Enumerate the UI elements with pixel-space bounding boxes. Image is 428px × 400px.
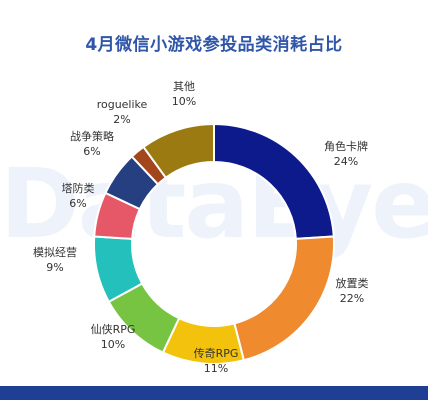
slice-value-8: 10%	[172, 95, 196, 108]
slice-label-7: roguelike	[97, 98, 148, 111]
slice-value-0: 24%	[334, 155, 358, 168]
slice-value-5: 6%	[69, 197, 86, 210]
slice-0	[213, 122, 335, 240]
slice-value-1: 22%	[340, 292, 364, 305]
slice-label-5: 塔防类	[62, 181, 95, 195]
slice-1	[233, 235, 335, 362]
slice-value-2: 11%	[204, 362, 228, 375]
slice-value-7: 2%	[113, 113, 130, 126]
slice-label-6: 战争策略	[70, 129, 114, 143]
slice-8	[142, 122, 215, 180]
footer-bar	[0, 386, 428, 400]
slice-value-6: 6%	[83, 145, 100, 158]
slice-label-4: 模拟经营	[33, 245, 77, 259]
slice-label-0: 角色卡牌	[324, 139, 368, 153]
slice-label-3: 仙侠RPG	[91, 323, 136, 336]
slice-label-8: 其他	[173, 80, 195, 93]
slice-value-4: 9%	[46, 261, 63, 274]
slice-value-3: 10%	[101, 338, 125, 351]
slice-label-2: 传奇RPG	[194, 347, 239, 360]
slice-label-1: 放置类	[336, 276, 369, 290]
chart-title: 4月微信小游戏参投品类消耗占比	[85, 35, 343, 55]
